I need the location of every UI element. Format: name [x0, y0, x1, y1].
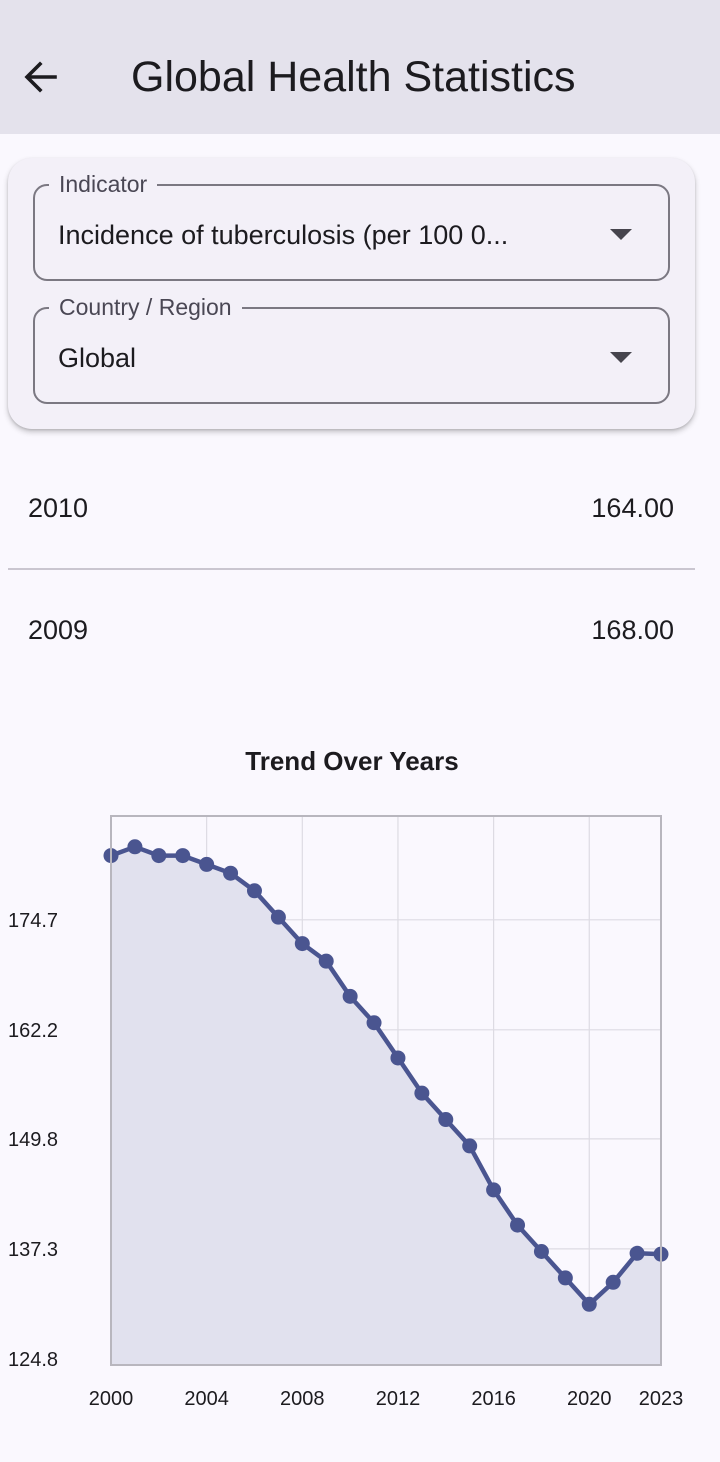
list-item[interactable]: 2009 168.00	[0, 600, 720, 660]
x-tick-label: 2016	[471, 1388, 516, 1410]
data-point	[629, 1245, 645, 1261]
data-point	[462, 1138, 478, 1154]
data-point	[390, 1050, 406, 1066]
data-point	[246, 883, 262, 899]
x-tick-label: 2012	[376, 1388, 421, 1410]
y-tick-label: 137.3	[8, 1239, 58, 1261]
y-tick-label: 162.2	[8, 1020, 58, 1042]
data-point	[557, 1270, 573, 1286]
data-point	[581, 1296, 597, 1312]
data-point	[366, 1015, 382, 1031]
data-point	[127, 839, 143, 855]
x-tick-label: 2004	[184, 1388, 229, 1410]
y-tick-label: 174.7	[8, 910, 58, 932]
data-point	[270, 909, 286, 925]
dropdown-arrow-icon	[610, 352, 632, 363]
y-tick-label: 149.8	[8, 1129, 58, 1151]
x-tick-label: 2020	[567, 1388, 612, 1410]
divider	[8, 568, 695, 570]
row-value: 164.00	[591, 493, 674, 523]
country-dropdown[interactable]: Country / Region Global	[33, 292, 670, 404]
data-point	[605, 1274, 621, 1290]
data-point	[318, 953, 334, 969]
page-title: Global Health Statistics	[131, 53, 576, 101]
filter-card: Indicator Incidence of tuberculosis (per…	[8, 158, 695, 429]
trend-chart: 124.8 137.3 149.8 162.2 174.7 2000 2004 2008 201…	[8, 815, 684, 1410]
data-point	[414, 1085, 430, 1101]
row-value: 168.00	[591, 615, 674, 645]
data-point	[199, 856, 215, 872]
data-point	[533, 1244, 549, 1260]
x-tick-label: 2023	[639, 1388, 684, 1410]
data-point	[151, 848, 167, 864]
row-year: 2010	[28, 493, 89, 523]
app-bar: Global Health Statistics	[0, 0, 720, 134]
data-point	[486, 1182, 502, 1198]
data-point	[438, 1112, 454, 1128]
y-tick-label: 124.8	[8, 1349, 58, 1371]
chart-title: Trend Over Years	[245, 746, 459, 776]
back-button[interactable]	[14, 50, 68, 104]
row-year: 2009	[28, 615, 89, 645]
data-point	[342, 988, 358, 1004]
arrow-left-icon	[24, 61, 57, 93]
data-point	[294, 936, 310, 952]
indicator-label: Indicator	[49, 169, 158, 199]
indicator-dropdown[interactable]: Indicator Incidence of tuberculosis (per…	[33, 169, 670, 281]
plot-border	[110, 815, 662, 1366]
data-point	[510, 1217, 526, 1233]
indicator-value: Incidence of tuberculosis (per 100 0...	[58, 220, 509, 250]
country-label: Country / Region	[49, 292, 242, 322]
series-area	[111, 846, 661, 1365]
country-value: Global	[58, 343, 137, 373]
data-point	[223, 865, 239, 881]
x-tick-label: 2000	[89, 1388, 134, 1410]
dropdown-arrow-icon	[610, 229, 632, 240]
data-point	[175, 848, 191, 864]
list-item[interactable]: 2010 164.00	[0, 478, 720, 538]
x-tick-label: 2008	[280, 1388, 325, 1410]
